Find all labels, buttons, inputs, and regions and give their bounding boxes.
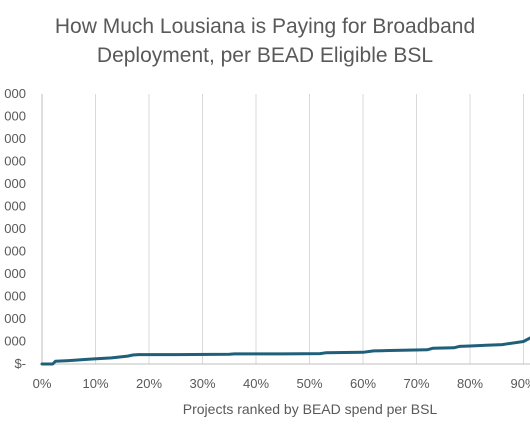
chart-title-line-2: Deployment, per BEAD Eligible BSL [96,44,434,67]
y-tick-label-11: 000 [4,109,26,124]
y-tick-label-12: 000 [4,86,26,101]
chart-title-line-1: How Much Lousiana is Paying for Broadban… [54,15,476,38]
y-tick-label-3: 000 [4,289,26,304]
y-tick-label-10: 000 [4,131,26,146]
x-tick-label-6: 60% [350,376,376,391]
y-tick-label-4: 000 [4,266,26,281]
x-tick-label-1: 10% [82,376,108,391]
x-tick-label-8: 80% [457,376,483,391]
y-tick-label-7: 000 [4,199,26,214]
x-axis-title: Projects ranked by BEAD spend per BSL [183,401,438,417]
y-tick-label-5: 000 [4,244,26,259]
x-tick-label-2: 20% [136,376,162,391]
x-tick-label-3: 30% [189,376,215,391]
y-tick-label-1: 000 [4,334,26,349]
y-tick-label-6: 000 [4,221,26,236]
chart-title: How Much Lousiana is Paying for Broadban… [0,12,530,70]
series-group [40,336,530,366]
y-tick-label-8: 000 [4,176,26,191]
x-tick-labels: 0% 10% 20% 30% 40% 50% 60% 70% 80% 90% [33,376,530,391]
y-tick-label-2: 000 [4,311,26,326]
x-tick-label-7: 70% [403,376,429,391]
series-line-0 [40,336,530,366]
vertical-gridlines [95,94,524,364]
x-tick-label-0: 0% [33,376,52,391]
x-tick-label-5: 50% [296,376,322,391]
y-tick-labels: $- 000 000 000 000 000 000 000 000 000 000 000 000 [4,86,26,371]
x-tick-label-9: 90% [510,376,530,391]
y-tick-label-9: 000 [4,154,26,169]
y-tick-label-0: $- [14,356,26,371]
axes [41,94,530,365]
x-tick-label-4: 40% [243,376,269,391]
